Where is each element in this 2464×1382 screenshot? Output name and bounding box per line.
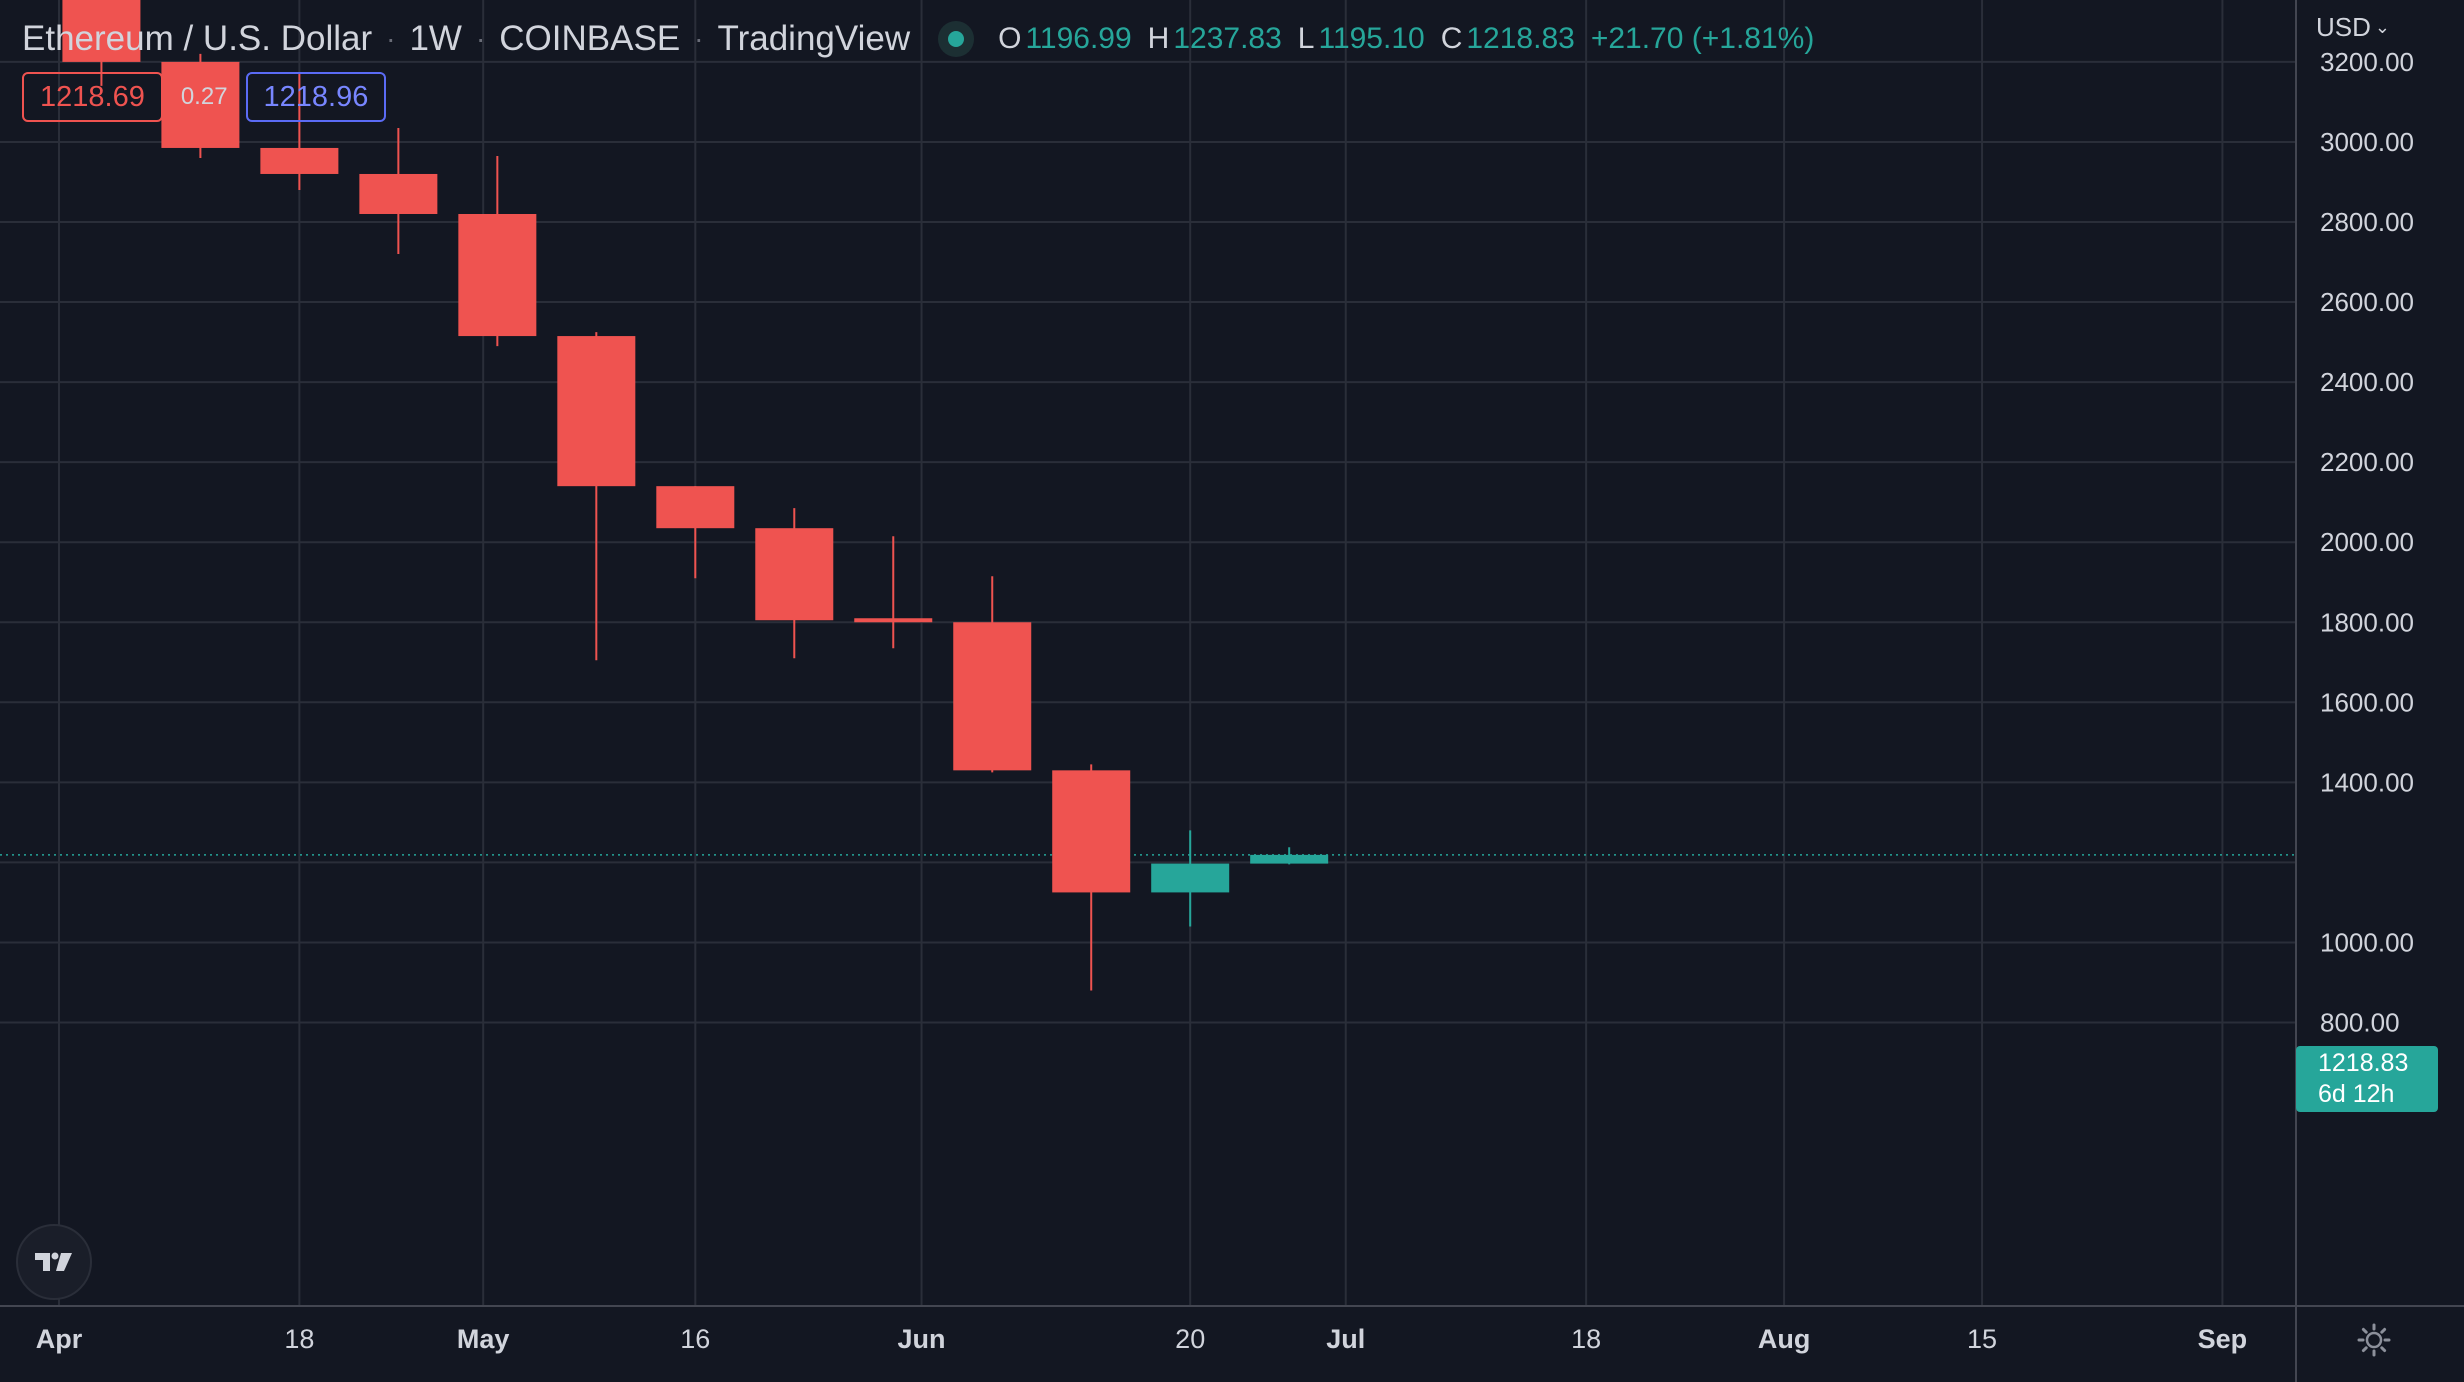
candle-body[interactable] xyxy=(656,486,735,529)
candle-body[interactable] xyxy=(854,618,933,623)
candle-body[interactable] xyxy=(557,336,636,487)
currency-selector[interactable]: USD ⌄ xyxy=(2316,12,2390,43)
x-tick-label: Jul xyxy=(1326,1324,1365,1354)
ohlc-legend: O 1196.99 H 1237.83 L 1195.10 C 1218.83 … xyxy=(998,22,1814,56)
y-tick-label: 1400.00 xyxy=(2320,767,2414,797)
interval-label[interactable]: 1W xyxy=(409,19,462,58)
x-tick-label: 16 xyxy=(680,1324,710,1354)
x-tick-label: Apr xyxy=(36,1324,83,1354)
open-label: O xyxy=(998,22,1022,55)
symbol-title[interactable]: Ethereum / U.S. Dollar xyxy=(22,19,373,58)
candle-body[interactable] xyxy=(161,61,240,148)
candle-body[interactable] xyxy=(755,528,834,621)
tradingview-logo-icon[interactable] xyxy=(16,1224,92,1300)
separator: · xyxy=(386,23,396,54)
bar-countdown: 6d 12h xyxy=(2318,1080,2395,1108)
y-tick-label: 800.00 xyxy=(2320,1008,2400,1038)
y-tick-label: 3200.00 xyxy=(2320,47,2414,77)
y-tick-label: 2000.00 xyxy=(2320,527,2414,557)
y-tick-label: 1600.00 xyxy=(2320,687,2414,717)
high-label: H xyxy=(1147,22,1170,55)
x-tick-label: Jun xyxy=(898,1324,946,1354)
x-tick-label: 18 xyxy=(284,1324,314,1354)
buy-price-button[interactable]: 1218.96 xyxy=(245,72,387,122)
candle-body[interactable] xyxy=(62,0,141,62)
last-price-label: 1218.83 6d 12h xyxy=(2296,1046,2438,1112)
separator: · xyxy=(475,23,486,54)
y-tick-label: 2400.00 xyxy=(2320,367,2414,397)
candle-body[interactable] xyxy=(359,173,438,214)
y-tick-label: 2200.00 xyxy=(2320,447,2414,477)
close-value: 1218.83 xyxy=(1466,22,1575,55)
currency-label: USD xyxy=(2316,12,2371,42)
candle-body[interactable] xyxy=(260,147,339,174)
open-value: 1196.99 xyxy=(1025,22,1132,55)
y-tick-label: 1000.00 xyxy=(2320,927,2414,957)
quote-row: 1218.69 0.27 1218.96 xyxy=(22,70,387,124)
high-value: 1237.83 xyxy=(1173,22,1282,55)
live-dot-icon xyxy=(948,31,965,47)
exchange-label: COINBASE xyxy=(499,19,681,58)
last-price-value: 1218.83 xyxy=(2318,1049,2409,1077)
gear-icon[interactable] xyxy=(2354,1320,2394,1360)
x-tick-label: Sep xyxy=(2198,1324,2248,1354)
candle-body[interactable] xyxy=(458,213,537,337)
candle-body[interactable] xyxy=(953,622,1032,771)
y-tick-label: 3000.00 xyxy=(2320,127,2414,157)
low-value: 1195.10 xyxy=(1318,22,1425,55)
y-tick-label: 2800.00 xyxy=(2320,207,2414,237)
close-label: C xyxy=(1440,22,1463,55)
spread-value: 0.27 xyxy=(180,83,228,110)
separator: · xyxy=(694,23,704,54)
chart-header: Ethereum / U.S. Dollar · 1W · COINBASE ·… xyxy=(22,14,1814,64)
x-tick-label: Aug xyxy=(1758,1324,1810,1354)
low-label: L xyxy=(1297,22,1315,55)
y-tick-label: 1800.00 xyxy=(2320,607,2414,637)
x-tick-label: 15 xyxy=(1967,1324,1997,1354)
y-tick-label: 2600.00 xyxy=(2320,287,2414,317)
x-tick-label: 20 xyxy=(1175,1324,1205,1354)
candle-body[interactable] xyxy=(1052,770,1131,893)
chevron-down-icon: ⌄ xyxy=(2374,17,2390,37)
x-tick-label: May xyxy=(457,1324,510,1354)
source-label: TradingView xyxy=(717,19,911,58)
change-value: +21.70 (+1.81%) xyxy=(1590,22,1815,55)
sell-price-button[interactable]: 1218.69 xyxy=(22,72,163,122)
candle-body[interactable] xyxy=(1151,863,1230,893)
x-tick-label: 18 xyxy=(1571,1324,1601,1354)
candle-body[interactable] xyxy=(1250,854,1329,864)
